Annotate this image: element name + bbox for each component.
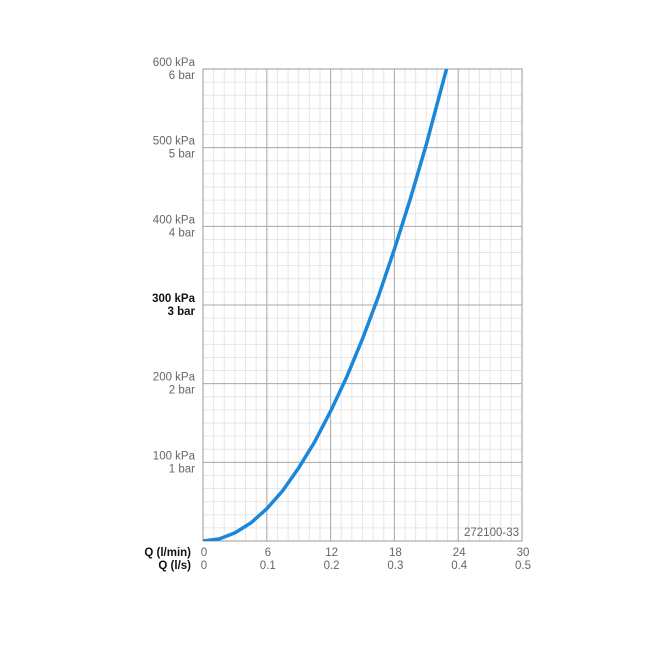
data-line — [203, 69, 449, 541]
y2-tick-label: 3 bar — [168, 306, 196, 318]
y2-tick-label: 6 bar — [169, 70, 195, 82]
x-axis-label: Q (l/min) — [144, 547, 191, 559]
x2-tick-label: 0.4 — [451, 560, 468, 572]
x2-axis-label: Q (l/s) — [158, 560, 191, 572]
y2-tick-label: 4 bar — [169, 227, 195, 239]
x2-tick-label: 0.3 — [387, 560, 403, 572]
x-tick-label: 12 — [325, 547, 338, 559]
y2-tick-label: 5 bar — [169, 149, 195, 161]
x2-tick-label: 0.5 — [515, 560, 531, 572]
y-tick-label: 300 kPa — [152, 293, 195, 305]
x-tick-label: 6 — [265, 547, 271, 559]
x-tick-label: 24 — [453, 547, 466, 559]
y-tick-label: 100 kPa — [153, 450, 196, 462]
y-tick-label: 200 kPa — [153, 372, 196, 384]
y-tick-label: 500 kPa — [153, 136, 196, 148]
x-tick-label: 0 — [201, 547, 207, 559]
y2-tick-label: 2 bar — [169, 385, 195, 397]
annotation: 272100-33 — [464, 527, 519, 539]
plot-frame — [202, 68, 523, 542]
y2-tick-label: 1 bar — [169, 463, 195, 475]
y-tick-label: 600 kPa — [153, 57, 196, 69]
x2-tick-label: 0.2 — [324, 560, 340, 572]
x2-tick-label: 0 — [201, 560, 207, 572]
grid — [202, 68, 523, 541]
x-tick-label: 30 — [517, 547, 530, 559]
y-tick-label: 400 kPa — [153, 214, 196, 226]
x-tick-label: 18 — [389, 547, 402, 559]
x2-tick-label: 0.1 — [260, 560, 276, 572]
